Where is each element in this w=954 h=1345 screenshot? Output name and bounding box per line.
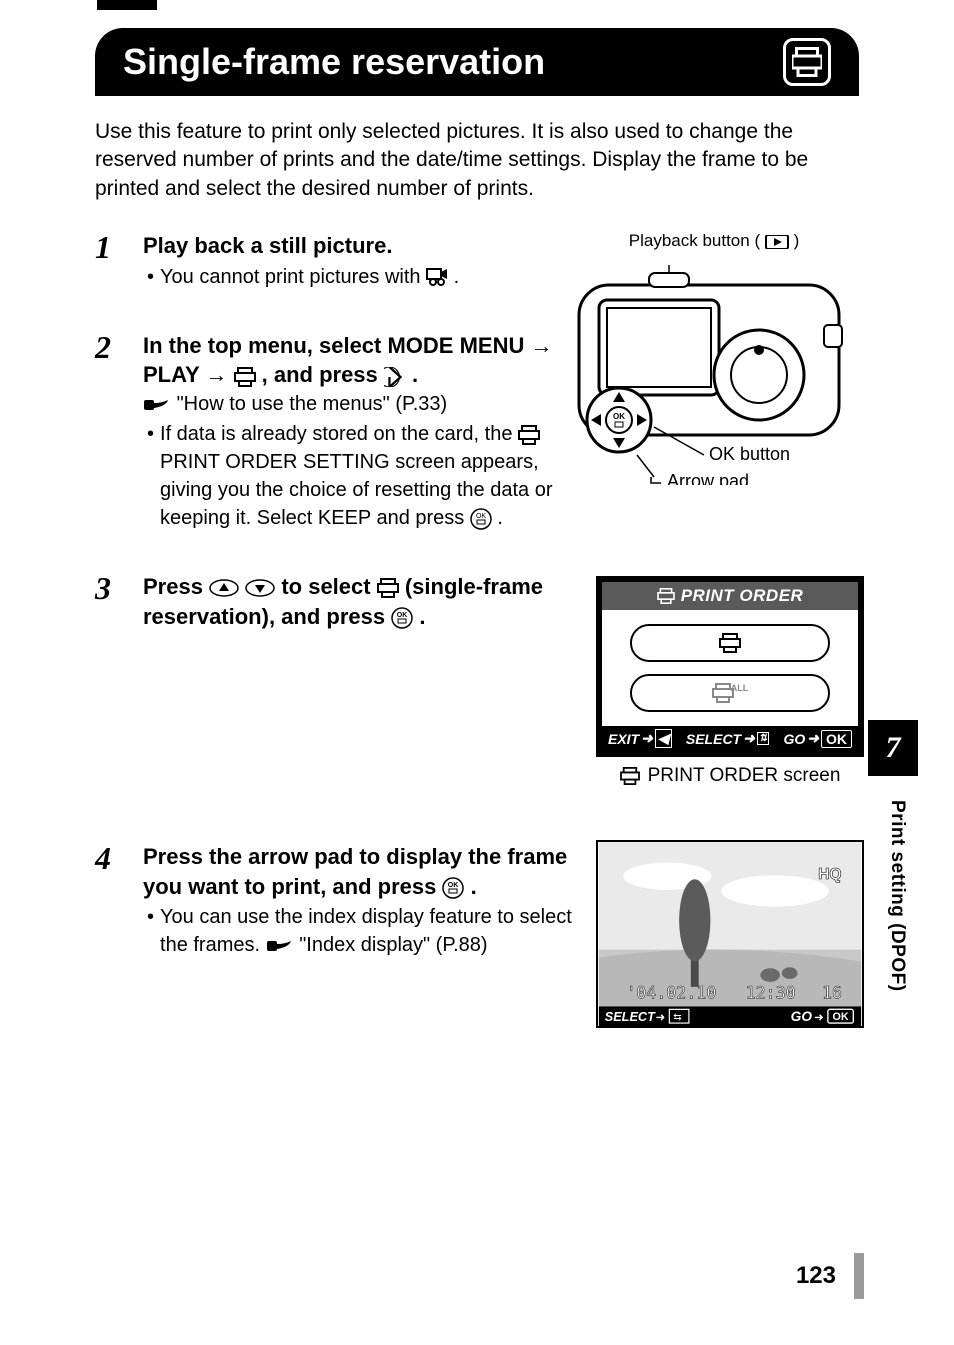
step-1-title: Play back a still picture. — [143, 231, 573, 261]
select-label: SELECT — [686, 731, 741, 747]
title-bar: Single-frame reservation — [95, 28, 859, 96]
exit-label: EXIT — [608, 731, 639, 747]
step-2-bullet: If data is already stored on the card, t… — [143, 420, 573, 532]
print-order-caption: PRINT ORDER screen — [648, 765, 841, 787]
print-icon — [234, 367, 256, 387]
ok-button-icon — [442, 877, 464, 899]
step-number: 4 — [95, 842, 125, 874]
intro-text: Use this feature to print only selected … — [95, 118, 859, 203]
ok-button-icon — [391, 607, 413, 629]
step-2-ref: "How to use the menus" (P.33) — [177, 393, 448, 415]
page-content: Single-frame reservation Use this featur… — [0, 0, 954, 1122]
svg-text:⇆: ⇆ — [673, 1012, 681, 1023]
step-2-title: In the top menu, select MODE MENU → PLAY… — [143, 331, 573, 390]
chapter-tab: 7 — [868, 720, 918, 776]
arrow-up-icon — [209, 579, 239, 597]
print-order-header: PRINT ORDER — [681, 586, 804, 606]
hq-indicator: HQ — [818, 866, 841, 883]
playback-button-label: Playback button ( — [629, 231, 760, 250]
page-number: 123 — [796, 1262, 836, 1290]
step-3: 3 Press to select (single-frame reservat… — [95, 572, 859, 802]
preview-select: SELECT — [605, 1009, 656, 1024]
single-frame-option[interactable] — [630, 624, 830, 662]
reference-hand-icon — [266, 937, 294, 955]
svg-text:➜: ➜ — [814, 1011, 824, 1024]
page-title: Single-frame reservation — [123, 41, 545, 83]
step-number: 2 — [95, 331, 125, 363]
preview-date: '04.02.10 — [626, 984, 716, 1003]
preview-ok: OK — [833, 1011, 849, 1023]
print-icon — [518, 425, 540, 445]
movie-icon — [426, 267, 448, 287]
preview-count: 16 — [822, 984, 842, 1003]
reference-hand-icon — [143, 396, 171, 414]
page-number-accent — [854, 1253, 864, 1299]
svg-text:➜: ➜ — [656, 1011, 666, 1024]
step-number: 3 — [95, 572, 125, 604]
step-number: 1 — [95, 231, 125, 263]
step-4-title: Press the arrow pad to display the frame… — [143, 842, 573, 901]
print-icon — [719, 633, 741, 653]
ok-button-icon — [470, 508, 492, 530]
step-1: 1 Play back a still picture. You cannot … — [95, 231, 859, 291]
chapter-label: Print setting (DPOF) — [886, 800, 908, 992]
preview-go: GO — [791, 1009, 813, 1024]
step-1-bullet: You cannot print pictures with . — [143, 263, 573, 291]
print-order-icon — [783, 38, 831, 86]
playback-rect-icon — [765, 235, 789, 249]
step-3-title: Press to select (single-frame reservatio… — [143, 572, 573, 631]
preview-time: 12:30 — [746, 984, 796, 1003]
print-order-screen: PRINT ORDER ALL EXIT➜◀ SELECT➜⇅ — [596, 576, 864, 787]
right-caret-icon — [384, 367, 406, 387]
go-label: GO — [783, 731, 805, 747]
step-4: 4 Press the arrow pad to display the fra… — [95, 842, 859, 1042]
step-2: 2 In the top menu, select MODE MENU → PL… — [95, 331, 859, 532]
arrow-down-icon — [245, 579, 275, 597]
preview-screen: HQ '04.02.10 12:30 16 SELECT ➜ ⇆ GO ➜ OK — [596, 840, 864, 1028]
print-icon — [657, 588, 675, 604]
all-frames-option[interactable]: ALL — [630, 674, 830, 712]
step-4-bullet: You can use the index display feature to… — [143, 903, 573, 959]
print-icon — [377, 578, 399, 598]
print-icon — [620, 767, 640, 785]
